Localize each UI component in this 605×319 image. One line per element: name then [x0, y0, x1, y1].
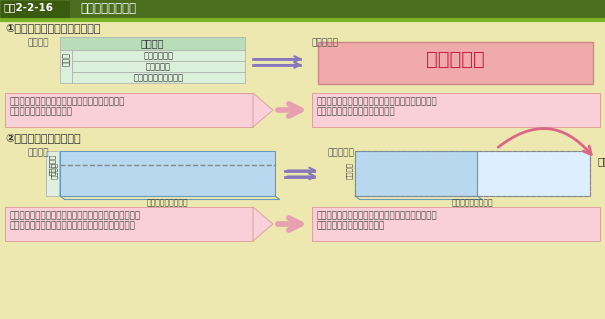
Text: 教職員数（標準法）: 教職員数（標準法）: [146, 198, 188, 207]
Text: 給与水準の引き下げにより生じた財源で教職員数を
増やすことが可能になった。: 給与水準の引き下げにより生じた財源で教職員数を 増やすことが可能になった。: [317, 211, 438, 230]
Text: 総額裁量制の概要: 総額裁量制の概要: [80, 2, 136, 15]
Text: 教職員定数を超える部分は，国庫負担の対象外だった。
また，給与水準を引き下げると国庫負担も減少した。: 教職員定数を超える部分は，国庫負担の対象外だった。 また，給与水準を引き下げると…: [10, 211, 141, 230]
Bar: [5, 207, 253, 241]
Text: 住居手当・通勤手当等: 住居手当・通勤手当等: [134, 73, 183, 82]
Text: 費目ごとの国庫負担限度額がなくなり，総額の中で
自由に決定できるようになった。: 費目ごとの国庫負担限度額がなくなり，総額の中で 自由に決定できるようになった。: [317, 97, 438, 116]
Text: ②教職員数を自由に決定: ②教職員数を自由に決定: [5, 134, 80, 144]
Text: 給料・諸手当の費目ごとに国の水準を越える額は
国庫負担の対象外だった。: 給料・諸手当の費目ごとに国の水準を越える額は 国庫負担の対象外だった。: [10, 97, 125, 116]
Polygon shape: [253, 93, 273, 127]
Text: 期末勧勉手当: 期末勧勉手当: [143, 51, 174, 60]
Bar: [60, 151, 275, 196]
Bar: [72, 61, 245, 72]
Bar: [0, 0, 605, 18]
Text: 教職員数（標準法）: 教職員数（標準法）: [452, 198, 493, 207]
Bar: [355, 151, 477, 196]
Text: ①給与の種類・額を自由に決定: ①給与の種類・額を自由に決定: [5, 24, 100, 34]
Text: 給与水準: 給与水準: [347, 162, 353, 179]
Bar: [312, 207, 600, 241]
Bar: [477, 151, 590, 196]
Text: 諸手当: 諸手当: [62, 52, 71, 66]
Bar: [5, 93, 253, 127]
Text: 給　　料: 給 料: [141, 38, 164, 48]
Text: 活用: 活用: [598, 156, 605, 166]
Bar: [46, 151, 59, 196]
Text: 総額裁量制: 総額裁量制: [426, 50, 485, 69]
Bar: [0, 18, 605, 21]
Text: （従来）: （従来）: [28, 148, 50, 157]
Polygon shape: [253, 207, 273, 241]
Text: 給与水準: 給与水準: [51, 162, 58, 179]
Text: （改革後）: （改革後）: [327, 148, 354, 157]
Text: 国庫負担額: 国庫負担額: [49, 154, 56, 175]
Bar: [318, 42, 593, 84]
Bar: [60, 37, 245, 50]
Bar: [72, 50, 245, 61]
Bar: [312, 93, 600, 127]
Text: 管理職手当: 管理職手当: [146, 62, 171, 71]
Text: （改革後）: （改革後）: [312, 38, 339, 47]
Text: （従来）: （従来）: [28, 38, 50, 47]
FancyArrowPatch shape: [498, 129, 591, 154]
Bar: [60, 50, 72, 83]
Text: 図表2-2-16: 図表2-2-16: [4, 2, 54, 12]
Bar: [1, 1, 69, 17]
Bar: [72, 72, 245, 83]
Bar: [355, 151, 590, 196]
